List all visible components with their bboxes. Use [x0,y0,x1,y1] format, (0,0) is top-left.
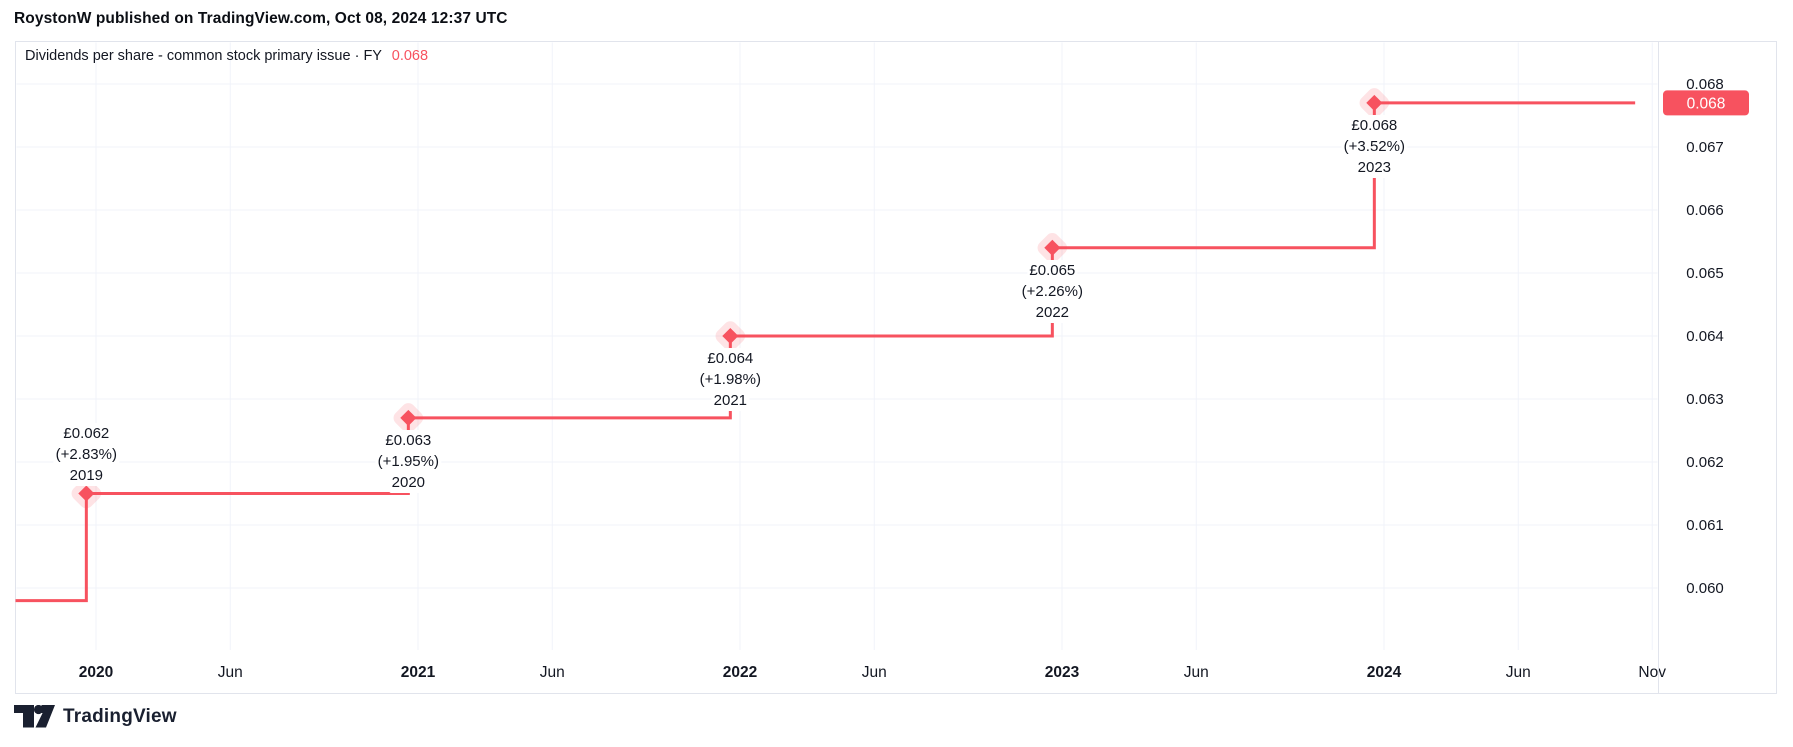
y-axis-tick-label: 0.064 [1686,328,1724,345]
x-axis-tick-label: 2020 [79,664,113,681]
x-axis-tick-label: Jun [218,664,243,681]
x-axis-tick-label: 2022 [723,664,757,681]
x-axis-tick-label: Jun [540,664,565,681]
chart-current-value: 0.068 [391,48,429,64]
tradingview-logo-icon [14,705,55,728]
y-axis-tick-label: 0.068 [1686,76,1724,93]
y-axis-tick-label: 0.067 [1686,139,1724,156]
x-axis-tick-label: 2024 [1367,664,1402,681]
x-axis-tick-label: Jun [1506,664,1531,681]
chart-legend: Dividends per share - common stock prima… [25,48,428,64]
attribution-text: RoystonW published on TradingView.com, O… [14,10,508,27]
y-axis-tick-label: 0.060 [1686,580,1724,597]
dividend-step-line [15,101,1636,603]
y-axis-tick-label: 0.062 [1686,454,1724,471]
chart-frame-border [15,41,1777,694]
x-axis-tick-label: 2023 [1045,664,1080,681]
x-axis-tick-label: Nov [1638,664,1666,681]
y-axis-tick-label: 0.065 [1686,265,1724,282]
y-axis-tick-label: 0.061 [1686,517,1724,534]
chart-title: Dividends per share - common stock prima… [25,48,382,64]
x-axis-tick-label: Jun [1184,664,1209,681]
last-price-badge[interactable] [1663,90,1749,116]
x-axis-tick-label: 2021 [401,664,436,681]
x-axis-tick-label: Jun [862,664,887,681]
footer-brand[interactable]: TradingView [14,705,177,728]
y-axis-tick-label: 0.063 [1686,391,1724,408]
footer-brand-label: TradingView [63,705,177,727]
y-axis-tick-label: 0.066 [1686,202,1724,219]
last-price-badge-label: 0.068 [1687,95,1726,112]
